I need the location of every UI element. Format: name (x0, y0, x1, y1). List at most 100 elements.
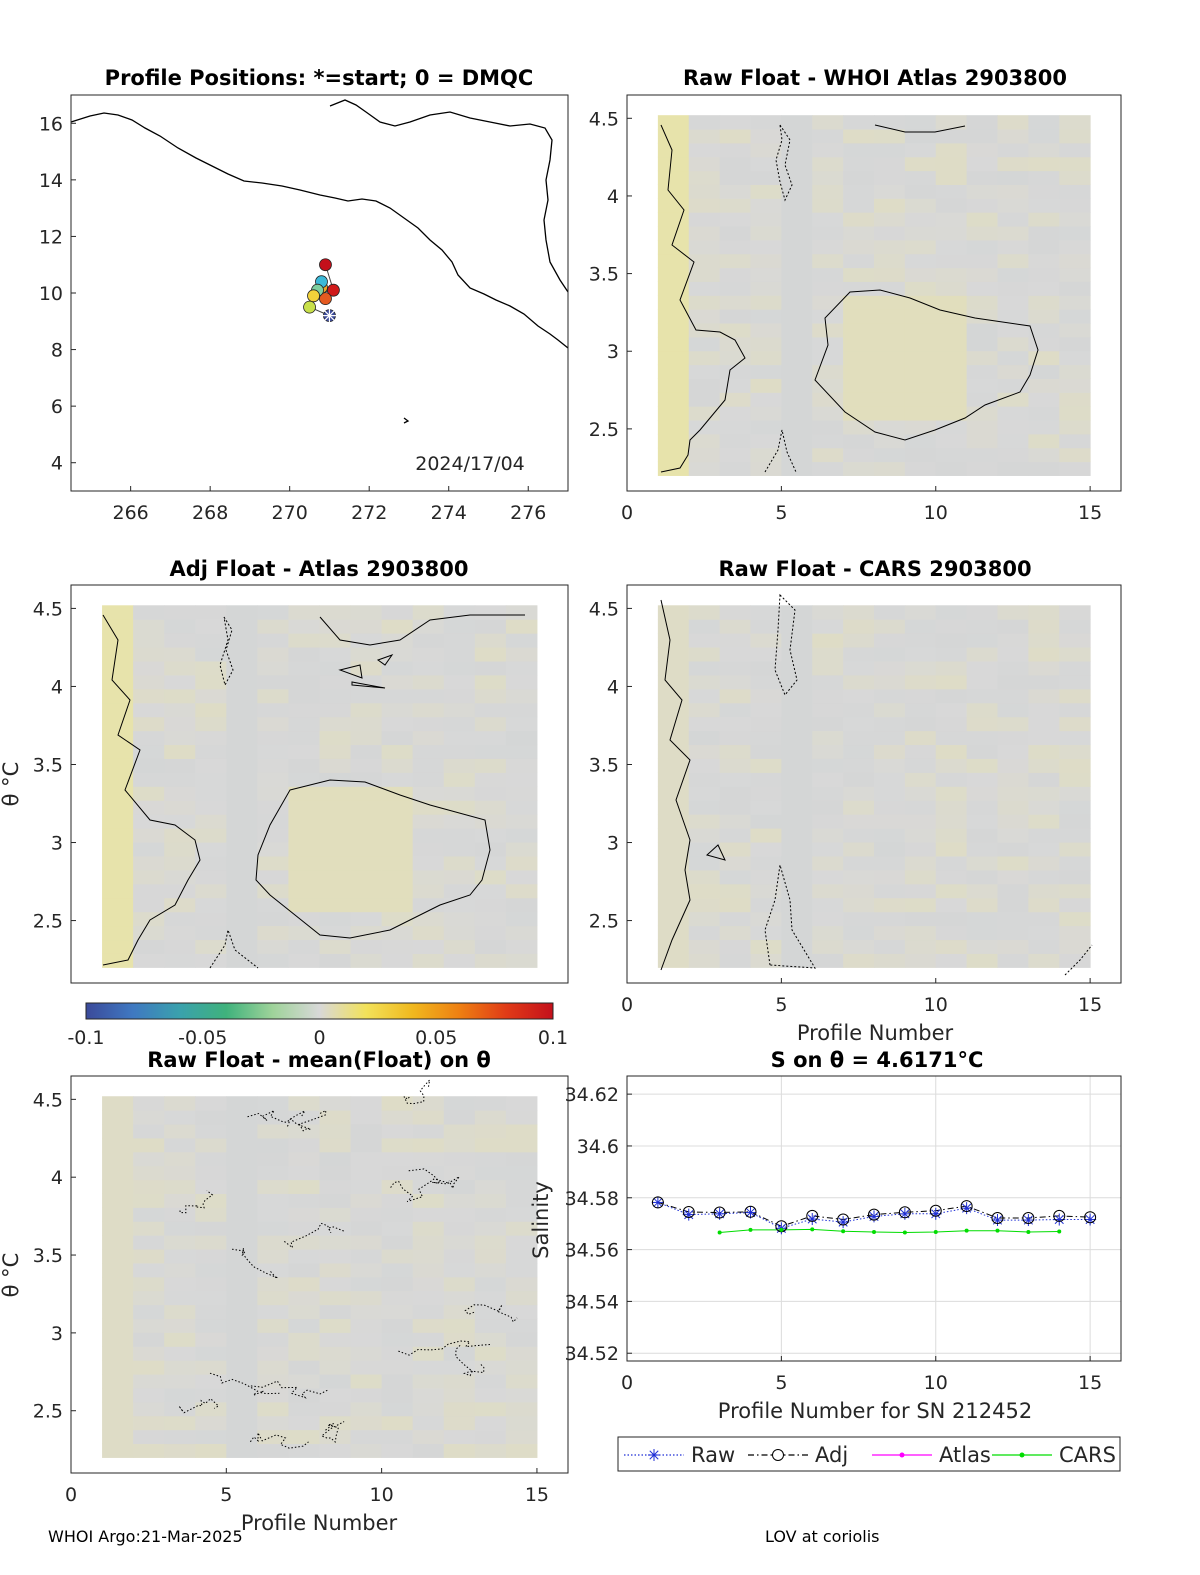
heatmap-cell (688, 702, 721, 718)
heatmap-cell (966, 142, 998, 158)
heatmap-cell (505, 633, 538, 648)
heatmap-cell (288, 1165, 320, 1181)
heatmap-cell (935, 716, 968, 732)
adj-point (960, 1200, 973, 1213)
heatmap-cell (443, 842, 476, 857)
heatmap-cell (133, 1346, 165, 1361)
heatmap-cell (719, 883, 751, 899)
heatmap-cell (133, 855, 165, 871)
heatmap-cell (997, 378, 1029, 393)
heatmap-cell (874, 267, 906, 282)
y-tick-label: 4 (51, 676, 63, 698)
heatmap-cell (412, 1096, 445, 1111)
heatmap-cell (381, 842, 414, 857)
heatmap-cell (997, 156, 1029, 172)
heatmap-cell (505, 1276, 538, 1292)
heatmap-cell (195, 1290, 227, 1306)
heatmap-cell (226, 702, 258, 718)
heatmap-cell (443, 1262, 476, 1278)
heatmap-cell (874, 295, 906, 310)
heatmap-cell (474, 1401, 507, 1417)
heatmap-cell (1059, 433, 1091, 449)
heatmap-cell (257, 730, 289, 746)
heatmap-cell (412, 1374, 445, 1389)
heatmap-cell (657, 212, 690, 227)
heatmap-cell (505, 800, 538, 815)
heatmap-cell (1028, 323, 1060, 338)
heatmap-cell (904, 855, 937, 871)
heatmap-cell (657, 198, 690, 213)
heatmap-cell (935, 378, 968, 393)
heatmap-cell (874, 772, 906, 787)
heatmap-cell (904, 447, 937, 463)
heatmap-cell (133, 1318, 165, 1333)
heatmap-cell (904, 828, 937, 843)
heatmap-cell (997, 336, 1029, 352)
heatmap-cell (319, 1110, 352, 1125)
heatmap-cell (874, 855, 906, 871)
p5-y-ticks: 2.533.544.5 (33, 1089, 76, 1423)
cars-point (964, 1228, 969, 1233)
heatmap-cell (1059, 647, 1091, 662)
heatmap-cell (1028, 447, 1060, 463)
heatmap-cell (505, 1262, 538, 1278)
heatmap-cell (412, 716, 445, 732)
heatmap-cell (719, 142, 751, 158)
heatmap-cell (904, 392, 937, 407)
heatmap-cell (750, 619, 782, 634)
heatmap-cell (688, 758, 721, 773)
heatmap-cell (874, 378, 906, 393)
heatmap-cell (719, 184, 751, 199)
heatmap-cell (474, 619, 507, 634)
heatmap-cell (966, 198, 998, 213)
profile-position-marker (319, 292, 332, 306)
heatmap-cell (812, 447, 844, 463)
heatmap-cell (874, 842, 906, 857)
heatmap-cell (688, 198, 721, 213)
heatmap-cell (443, 1151, 476, 1167)
heatmap-cell (750, 744, 782, 759)
heatmap-cell (997, 198, 1029, 213)
heatmap-cell (474, 1221, 507, 1236)
heatmap-cell (443, 1110, 476, 1125)
heatmap-cell (350, 1387, 383, 1403)
heatmap-cell (1028, 953, 1060, 968)
heatmap-cell (350, 1346, 383, 1361)
heatmap-cell (133, 674, 165, 690)
heatmap-cell (1028, 170, 1060, 185)
heatmap-cell (1059, 716, 1091, 732)
heatmap-cell (657, 281, 690, 296)
heatmap-cell (812, 115, 844, 130)
adj-point (806, 1209, 819, 1222)
heatmap-cell (195, 842, 227, 857)
p6-legend: Raw Adj Atlas CARS (617, 1436, 1121, 1472)
heatmap-cell (966, 253, 998, 269)
heatmap-cell (226, 1207, 258, 1222)
heatmap-cell (412, 1151, 445, 1167)
heatmap-cell (195, 939, 227, 954)
heatmap-cell (781, 253, 813, 269)
heatmap-cell (381, 1235, 414, 1250)
heatmap-cell (997, 953, 1029, 968)
heatmap-cell (750, 897, 782, 913)
heatmap-cell (719, 406, 751, 421)
heatmap-cell (164, 1429, 196, 1445)
heatmap-cell (350, 1235, 383, 1250)
heatmap-cell (505, 1415, 538, 1431)
heatmap-cell (719, 350, 751, 366)
heatmap-cell (505, 1096, 538, 1111)
heatmap-cell (195, 855, 227, 871)
heatmap-cell (319, 1290, 352, 1306)
heatmap-cell (750, 800, 782, 815)
heatmap-cell (966, 633, 998, 648)
heatmap-cell (904, 336, 937, 352)
heatmap-cell (935, 226, 968, 241)
heatmap-cell (474, 1110, 507, 1125)
heatmap-cell (412, 869, 445, 885)
heatmap-cell (719, 295, 751, 310)
heatmap-cell (657, 842, 690, 857)
heatmap-cell (657, 253, 690, 269)
heatmap-cell (474, 883, 507, 899)
heatmap-cell (350, 939, 383, 954)
heatmap-cell (843, 267, 875, 282)
